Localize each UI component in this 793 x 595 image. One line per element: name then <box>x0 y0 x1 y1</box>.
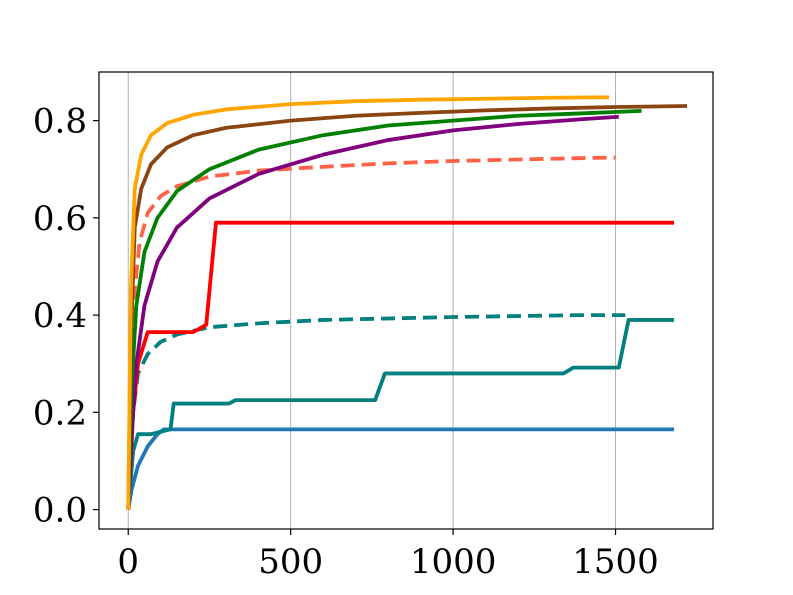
y-tick-label: 0.6 <box>33 199 87 239</box>
tick-layer: 0 500 1000 1500 0.0 0.2 0.4 0.6 0.8 <box>33 102 659 582</box>
y-tick-label: 0.4 <box>33 296 87 336</box>
series-line-7 <box>126 108 642 510</box>
grid-layer <box>127 72 617 529</box>
series-line-8 <box>126 104 688 510</box>
series-layer <box>126 95 688 510</box>
series-line-3 <box>126 313 626 510</box>
series-line-1 <box>126 427 675 510</box>
y-tick-label: 0.2 <box>33 393 87 433</box>
y-tick-label: 0.0 <box>33 491 87 531</box>
plot-frame <box>98 71 714 530</box>
x-tick-label: 500 <box>258 542 323 582</box>
x-tick-label: 1500 <box>572 542 659 582</box>
series-line-9 <box>126 95 610 510</box>
series-line-6 <box>126 114 619 510</box>
x-tick-label: 0 <box>117 542 139 582</box>
series-line-2 <box>126 318 675 510</box>
x-tick-label: 1000 <box>410 542 497 582</box>
series-line-5 <box>126 155 616 510</box>
y-tick-label: 0.8 <box>33 102 87 142</box>
